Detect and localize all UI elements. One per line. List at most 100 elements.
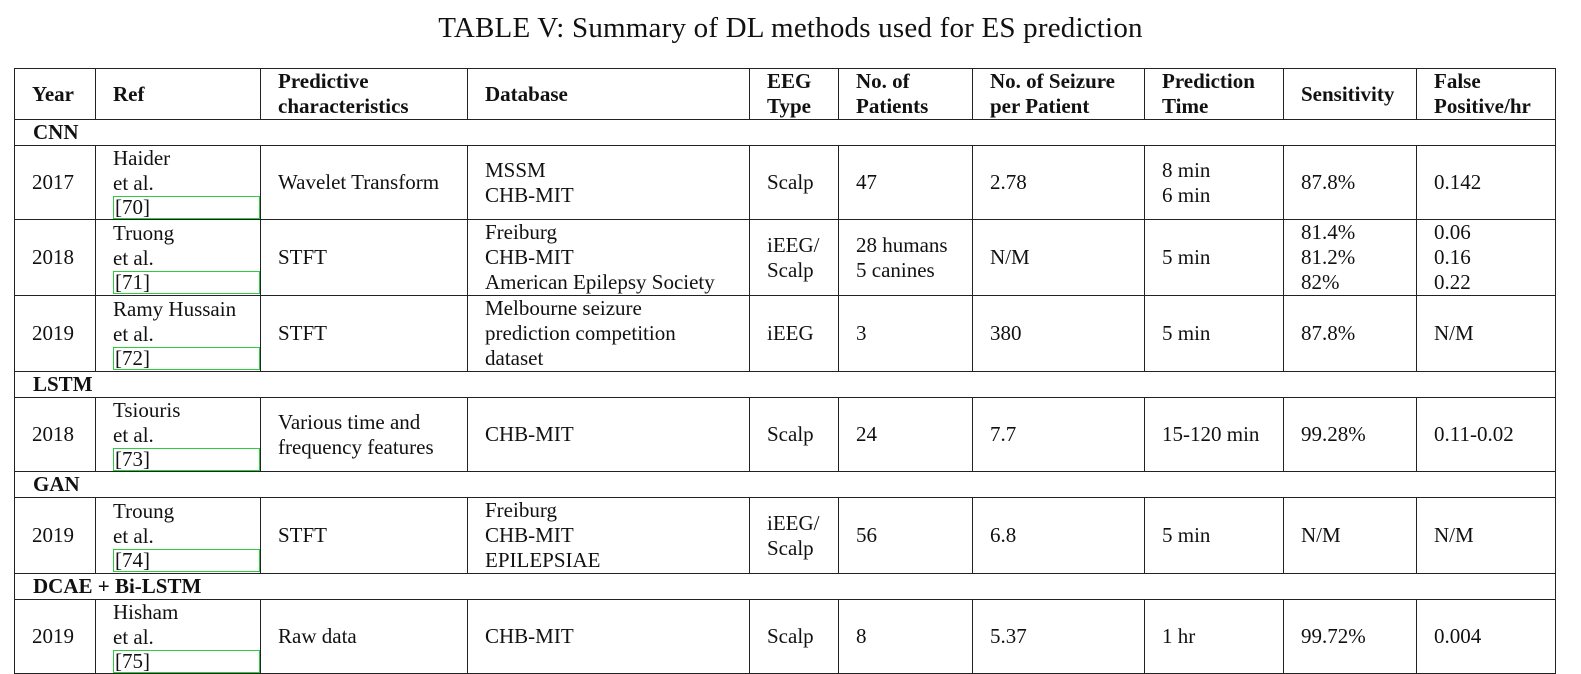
cell-line: 5 min <box>1162 321 1211 345</box>
author-name: Truong <box>113 221 175 245</box>
header-row: Year Ref Predictive characteristics Data… <box>14 68 1556 120</box>
prediction-time-cell: 5 min <box>1144 295 1284 372</box>
citation-link[interactable]: [71] <box>113 271 260 294</box>
cell-line: N/M <box>1434 321 1474 345</box>
cell-line: CHB-MIT <box>485 523 574 547</box>
table-caption: TABLE V: Summary of DL methods used for … <box>438 12 1143 44</box>
cell-line: iEEG/ <box>767 232 820 257</box>
cell-line: iEEG <box>767 321 814 345</box>
et-al-text: et al. <box>113 423 154 447</box>
cell-line: Scalp <box>767 535 814 560</box>
seizures-cell: 5.37 <box>972 599 1145 674</box>
cell-line: 0.06 <box>1434 220 1471 244</box>
sensitivity-cell: 87.8% <box>1283 145 1417 220</box>
cell-line: 47 <box>856 170 877 194</box>
table-row: 2017 Haider et al. [70] Wavelet Transform MS… <box>14 145 1556 220</box>
cell-line: CHB-MIT <box>485 624 574 648</box>
group-label: DCAE + Bi-LSTM <box>14 573 1556 600</box>
cell-line: Freiburg <box>485 220 557 244</box>
predictive-cell: STFT <box>260 219 468 296</box>
header-ref: Ref <box>95 68 261 120</box>
patients-cell: 3 <box>838 295 973 372</box>
citation-line: et al. [71] <box>113 246 260 294</box>
citation-line: et al. [70] <box>113 171 260 219</box>
header-false-positive: False Positive/hr <box>1416 68 1556 120</box>
author-name: Haider <box>113 146 171 170</box>
false-positive-cell: 0.004 <box>1416 599 1556 674</box>
sensitivity-cell: 87.8% <box>1283 295 1417 372</box>
header-patients: No. of Patients <box>838 68 973 120</box>
cell-line: 24 <box>856 422 877 446</box>
year-cell: 2018 <box>14 397 96 472</box>
eeg-type-cell: iEEG/Scalp <box>749 219 839 296</box>
citation-link[interactable]: [70] <box>113 196 260 219</box>
et-al-text: et al. <box>113 322 154 346</box>
cell-line: 0.11-0.02 <box>1434 422 1514 446</box>
table-row: 2018 Tsiouris et al. [73] Various time and f… <box>14 397 1556 472</box>
citation-link[interactable]: [75] <box>113 650 260 673</box>
cell-line: 0.004 <box>1434 624 1482 648</box>
citation-line: et al. [73] <box>113 423 260 471</box>
year-cell: 2017 <box>14 145 96 220</box>
cell-line: Scalp <box>767 170 814 194</box>
cell-line: CHB-MIT <box>485 422 574 446</box>
ref-cell: Hisham et al. [75] <box>95 599 261 674</box>
cell-line: 81.2% <box>1301 245 1356 269</box>
false-positive-cell: N/M <box>1416 497 1556 574</box>
false-positive-cell: 0.11-0.02 <box>1416 397 1556 472</box>
prediction-time-cell: 8 min 6 min <box>1144 145 1284 220</box>
cell-line: 15-120 min <box>1162 422 1260 446</box>
database-cell: CHB-MIT <box>467 599 750 674</box>
eeg-type-cell: iEEG <box>749 295 839 372</box>
citation-link[interactable]: [72] <box>113 347 260 370</box>
patients-cell: 47 <box>838 145 973 220</box>
cell-line: 87.8% <box>1301 170 1356 194</box>
cell-line: iEEG/ <box>767 510 820 535</box>
group-row: CNN <box>14 119 1556 146</box>
cell-line: Freiburg <box>485 498 557 522</box>
author-name: Tsiouris <box>113 398 181 422</box>
cell-line: EPILEPSIAE <box>485 548 601 572</box>
cell-line: Scalp <box>767 422 814 446</box>
database-cell: CHB-MIT <box>467 397 750 472</box>
cell-line: MSSM <box>485 157 546 182</box>
sensitivity-cell: 99.28% <box>1283 397 1417 472</box>
cell-line: Scalp <box>767 257 814 282</box>
header-eeg-type: EEG Type <box>749 68 839 120</box>
table-body: CNN 2017 Haider et al. [70] Wavelet Transfor… <box>14 119 1556 674</box>
author-name: Ramy Hussain <box>113 297 237 321</box>
predictive-cell: STFT <box>260 295 468 372</box>
group-label: CNN <box>14 119 1556 146</box>
cell-line: STFT <box>278 245 328 269</box>
prediction-time-cell: 1 hr <box>1144 599 1284 674</box>
cell-line: N/M <box>1434 523 1474 547</box>
year-cell: 2019 <box>14 295 96 372</box>
patients-cell: 28 humans 5 canines <box>838 219 973 296</box>
cell-line: CHB-MIT <box>485 182 574 207</box>
cell-line: 8 <box>856 624 867 648</box>
eeg-type-cell: Scalp <box>749 145 839 220</box>
cell-line: American Epilepsy Society <box>485 270 715 294</box>
false-positive-cell: 0.06 0.16 0.22 <box>1416 219 1556 296</box>
et-al-text: et al. <box>113 246 154 270</box>
header-database: Database <box>467 68 750 120</box>
cell-line: STFT <box>278 523 328 547</box>
cell-line: 5 min <box>1162 523 1211 547</box>
predictive-cell: STFT <box>260 497 468 574</box>
database-cell: Melbourne seizure prediction competition d… <box>467 295 750 372</box>
cell-line: Various time and <box>278 409 421 434</box>
summary-table: Year Ref Predictive characteristics Data… <box>14 68 1556 674</box>
citation-line: et al. [75] <box>113 625 260 673</box>
cell-line: 5 canines <box>856 257 935 282</box>
author-name: Troung <box>113 499 175 523</box>
citation-link[interactable]: [74] <box>113 549 260 572</box>
cell-line: Scalp <box>767 624 814 648</box>
citation-link[interactable]: [73] <box>113 448 260 471</box>
et-al-text: et al. <box>113 171 154 195</box>
year-cell: 2019 <box>14 599 96 674</box>
year-cell: 2018 <box>14 219 96 296</box>
cell-line: 81.4% <box>1301 220 1356 244</box>
ref-cell: Tsiouris et al. [73] <box>95 397 261 472</box>
header-year: Year <box>14 68 96 120</box>
prediction-time-cell: 5 min <box>1144 497 1284 574</box>
